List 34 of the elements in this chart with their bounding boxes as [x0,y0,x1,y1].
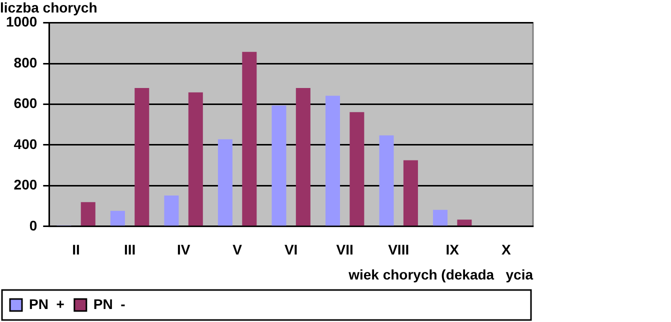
x-tick-label: VI [284,242,298,258]
y-tick-label: 200 [14,176,38,193]
bar [457,220,472,226]
x-tick-label: V [232,242,243,258]
x-tick-label: IV [176,242,191,258]
x-tick-label: IX [446,242,460,258]
x-axis-title: wiek chorych (dekada ycia [348,266,534,282]
y-axis-title: liczba chorych [0,0,98,16]
bar [403,160,418,226]
bar [350,112,364,226]
bar [218,139,232,226]
y-tick-label: 800 [14,54,38,70]
y-tick-label: 600 [14,95,38,112]
legend-label: PN - [93,296,126,312]
bar [80,202,96,226]
bar [296,88,310,226]
x-tick-label: II [72,242,80,258]
legend-label: PN + [29,296,64,312]
bar [110,210,125,226]
bar [164,195,179,226]
bar [272,105,286,226]
bar [242,52,257,226]
x-tick-label: III [124,242,136,258]
bar [325,96,340,226]
bar [134,88,150,226]
x-tick-label: X [501,242,512,258]
y-tick-label: 400 [14,136,38,152]
y-tick-label: 1000 [6,14,38,30]
y-tick-label: 0 [29,217,38,234]
bar [188,92,203,226]
bar [379,135,394,226]
x-tick-label: VII [336,242,354,258]
x-tick-label: VIII [388,242,410,258]
bar [433,210,448,226]
